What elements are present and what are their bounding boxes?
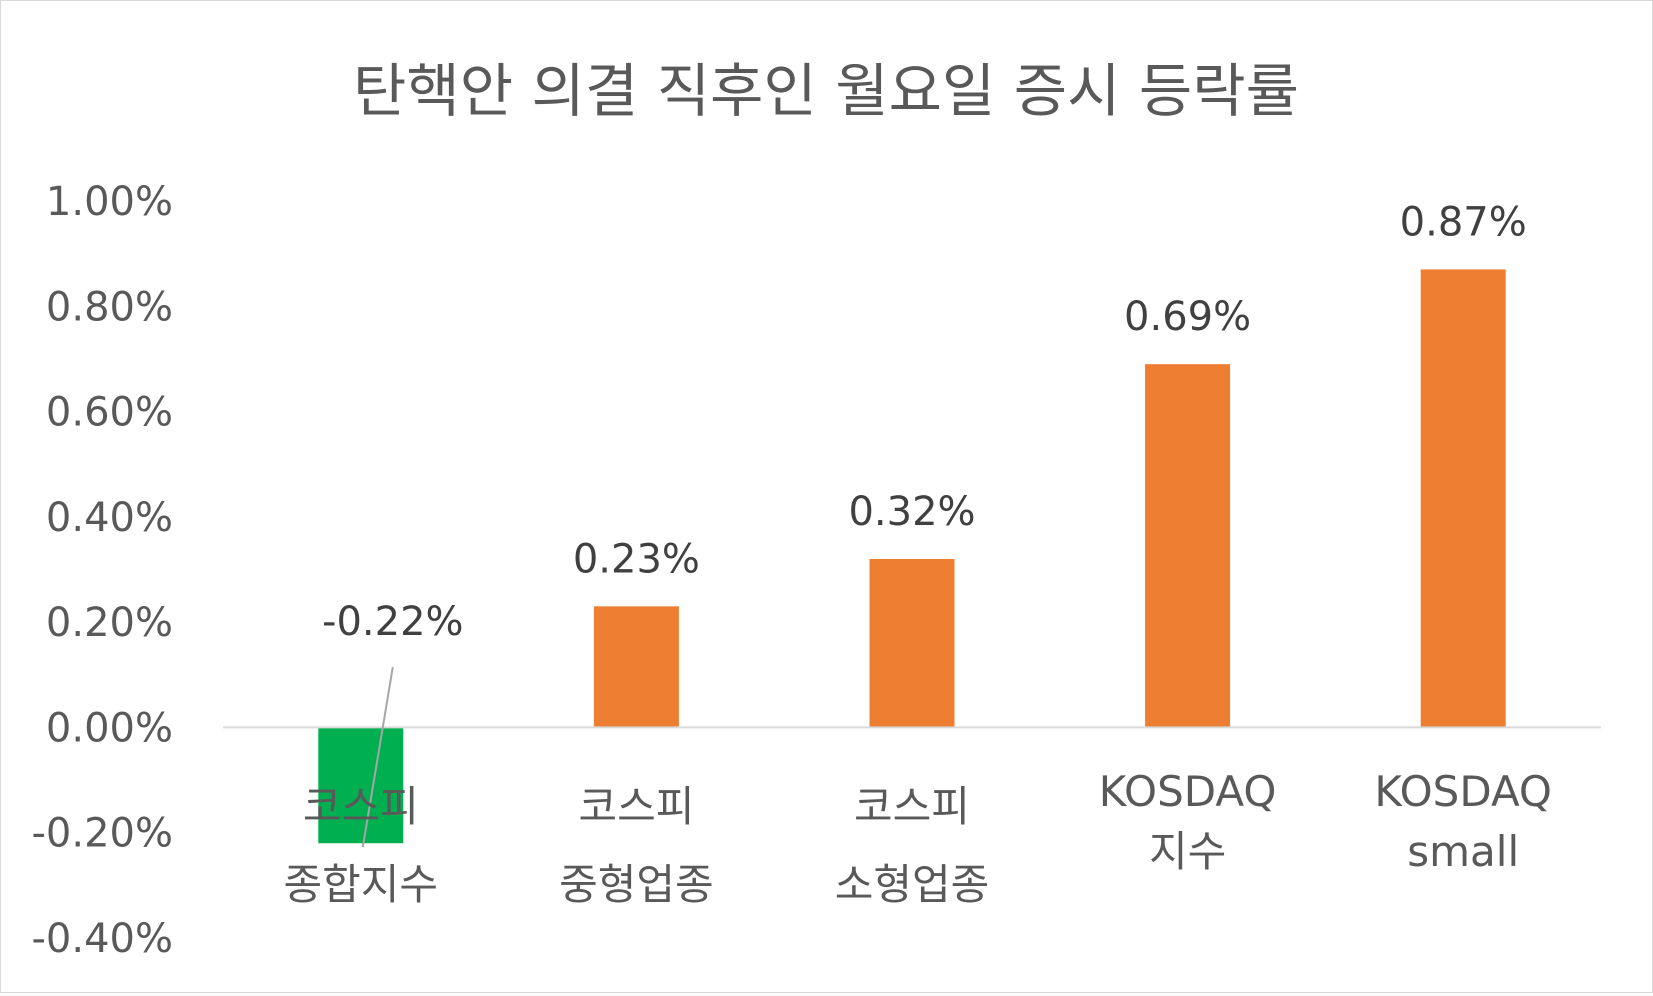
category-label: 지수	[1149, 827, 1226, 876]
y-tick-label: 0.20%	[46, 600, 173, 646]
chart-title: 탄핵안 의결 직후인 월요일 증시 등락률	[353, 57, 1299, 125]
y-tick-label: 0.80%	[46, 284, 173, 330]
category-label: small	[1407, 827, 1519, 876]
category-label: 코스피	[854, 782, 970, 831]
data-label: 0.32%	[848, 489, 975, 535]
category-label: KOSDAQ	[1099, 767, 1277, 816]
y-tick-label: 0.40%	[46, 495, 173, 541]
bar	[869, 558, 955, 728]
data-label: 0.69%	[1124, 294, 1251, 340]
y-tick-label: -0.40%	[31, 916, 173, 962]
y-tick-label: -0.20%	[31, 811, 173, 857]
data-label: -0.22%	[322, 599, 464, 645]
leader-line	[361, 666, 394, 848]
data-label: 0.87%	[1400, 199, 1527, 245]
category-label: 소형업종	[835, 860, 990, 909]
data-labels: -0.22% 0.23% 0.32% 0.69% 0.87%	[322, 199, 1527, 645]
category-label: KOSDAQ	[1374, 767, 1552, 816]
y-tick-label: 0.60%	[46, 390, 173, 436]
bar	[593, 606, 679, 728]
bar	[318, 727, 404, 844]
category-label: 중형업종	[559, 860, 714, 909]
bars	[318, 269, 1506, 844]
category-label: 코스피	[578, 782, 694, 831]
leader-lines	[361, 666, 394, 848]
y-tick-label: 1.00%	[46, 179, 173, 225]
category-label: 코스피	[303, 782, 419, 831]
y-tick-label: 0.00%	[46, 705, 173, 751]
category-label: 종합지수	[284, 860, 439, 909]
bar	[1145, 364, 1231, 728]
bar	[1420, 269, 1506, 728]
data-label: 0.23%	[573, 536, 700, 582]
y-axis: 1.00% 0.80% 0.60% 0.40% 0.20% 0.00% -0.20% -0.4…	[31, 179, 173, 962]
